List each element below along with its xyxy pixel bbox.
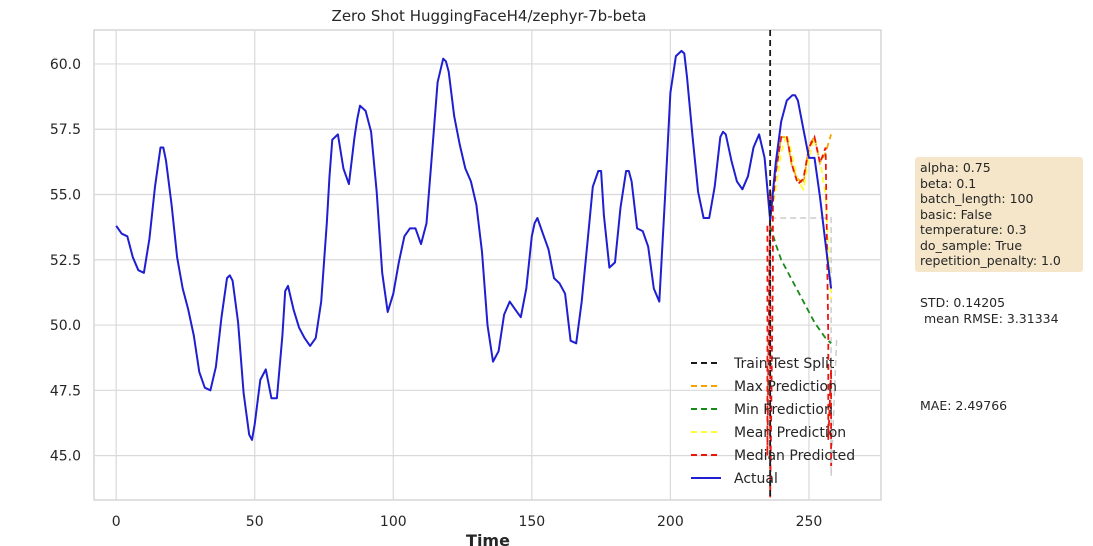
param-do-sample: do_sample: True [920, 237, 1023, 253]
mean-prediction-line [769, 131, 832, 299]
ghost-prediction-line [770, 217, 838, 477]
legend-label-median-predicted: Median Predicted [734, 448, 855, 464]
param-alpha: alpha: 0.75 [920, 160, 991, 175]
median-predicted-line [766, 134, 832, 498]
series-lines [115, 30, 838, 500]
y-tick-label: 52.5 [50, 253, 81, 269]
legend-label-actual: Actual [734, 471, 778, 487]
x-tick-label: 250 [796, 514, 823, 530]
param-batch-length: batch_length: 100 [920, 191, 1034, 206]
y-tick-label: 45.0 [50, 449, 81, 465]
std-text: STD: 0.14205 [920, 295, 1006, 310]
x-axis-label: Time [466, 531, 510, 546]
x-tick-label: 200 [657, 514, 684, 530]
x-tick-label: 100 [380, 514, 407, 530]
parameter-box: alpha: 0.75 beta: 0.1 batch_length: 100 … [915, 157, 1083, 272]
y-tick-label: 55.0 [50, 188, 81, 204]
x-tick-label: 0 [112, 514, 121, 530]
chart-title: Zero Shot HuggingFaceH4/zephyr-7b-beta [332, 7, 647, 25]
param-basic: basic: False [920, 206, 993, 222]
param-temperature: temperature: 0.3 [920, 222, 1027, 237]
legend: Train-Test Split Max Prediction Min Predic… [691, 356, 855, 487]
rmse-text: mean RMSE: 3.31334 [920, 311, 1059, 326]
param-beta: beta: 0.1 [920, 175, 977, 191]
y-tick-label: 47.5 [50, 383, 81, 399]
actual-line [115, 49, 833, 441]
x-tick-label: 150 [518, 514, 545, 530]
legend-label-mean-prediction: Mean Prediction [734, 425, 846, 441]
min-prediction-line [769, 225, 832, 344]
plot-area [93, 29, 882, 501]
tick-labels: 0 50 100 150 200 250 45.0 47.5 50.0 52.5 55.0 57.5 6… [50, 57, 822, 530]
param-repetition-penalty: repetition_penalty: 1.0 [920, 253, 1061, 268]
mae-text: MAE: 2.49766 [920, 398, 1008, 413]
y-tick-label: 57.5 [50, 122, 81, 138]
y-tick-label: 60.0 [50, 57, 81, 73]
legend-label-train-test-split: Train-Test Split [733, 356, 835, 372]
x-tick-label: 50 [246, 514, 264, 530]
y-tick-label: 50.0 [50, 318, 81, 334]
legend-label-min-prediction: Min Prediction [734, 402, 833, 418]
legend-label-max-prediction: Max Prediction [734, 379, 837, 395]
